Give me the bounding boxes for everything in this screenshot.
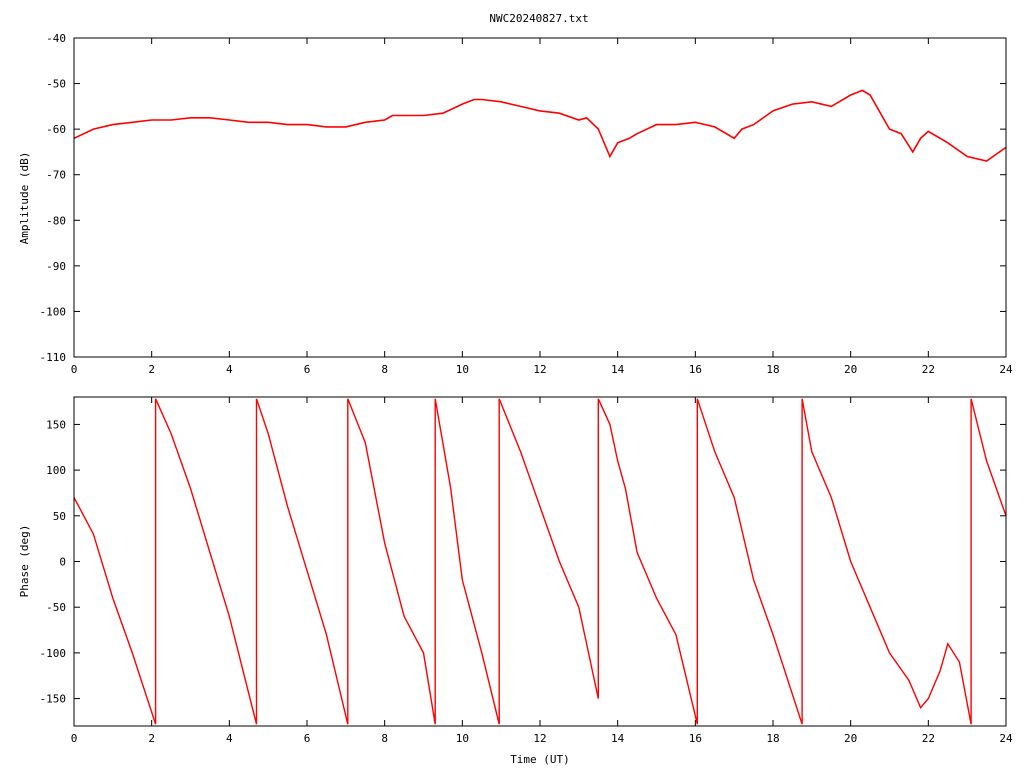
x-tick-label: 24: [999, 363, 1013, 376]
y-tick-label: -50: [46, 601, 66, 614]
y-tick-label: 50: [53, 510, 66, 523]
x-tick-label: 18: [766, 732, 779, 745]
x-tick-label: 10: [456, 363, 469, 376]
x-tick-label: 18: [766, 363, 779, 376]
x-tick-label: 20: [844, 363, 857, 376]
y-tick-label: -80: [46, 214, 66, 227]
y-tick-label: -150: [40, 693, 67, 706]
y-tick-label: 100: [46, 464, 66, 477]
x-tick-label: 4: [226, 732, 233, 745]
x-tick-label: 2: [148, 363, 155, 376]
y-tick-label: -60: [46, 123, 66, 136]
amplitude-panel: NWC20240827.txt -40 -50 -60 -70 -80 -90 -100 -1…: [18, 12, 1013, 376]
y-tick-label: 0: [59, 556, 66, 569]
phase-series-line: [73, 398, 1007, 725]
y-tick-label: 150: [46, 418, 66, 431]
x-tick-label: 2: [148, 732, 155, 745]
x-tick-label: 0: [71, 732, 78, 745]
x-tick-label: 20: [844, 732, 857, 745]
x-tick-label: 12: [533, 363, 546, 376]
y-tick-label: -100: [40, 647, 67, 660]
phase-y-axis-label: Phase (deg): [18, 525, 31, 598]
x-tick-label: 4: [226, 363, 233, 376]
x-tick-label: 14: [611, 732, 625, 745]
y-tick-label: -110: [40, 351, 67, 364]
amplitude-x-ticks: 0 2 4 6 8 10 12 14 16 18 20 22 24: [71, 38, 1013, 376]
y-tick-label: -100: [40, 305, 67, 318]
y-tick-label: -50: [46, 78, 66, 91]
x-tick-label: 14: [611, 363, 625, 376]
x-tick-label: 24: [999, 732, 1013, 745]
x-tick-label: 16: [689, 363, 702, 376]
y-tick-label: -40: [46, 32, 66, 45]
y-tick-label: -70: [46, 169, 66, 182]
phase-plot-frame: [73, 396, 1007, 727]
amplitude-series-line: [73, 89, 1007, 162]
x-tick-label: 8: [381, 363, 388, 376]
x-tick-label: 6: [304, 732, 311, 745]
x-tick-label: 6: [304, 363, 311, 376]
x-tick-label: 22: [922, 732, 935, 745]
chart-title: NWC20240827.txt: [489, 12, 588, 25]
x-tick-label: 8: [381, 732, 388, 745]
x-tick-label: 22: [922, 363, 935, 376]
phase-y-ticks: 150 100 50 0 -50 -100 -150: [40, 418, 1006, 706]
x-tick-label: 16: [689, 732, 702, 745]
amplitude-y-axis-label: Amplitude (dB): [18, 152, 31, 245]
x-tick-label: 12: [533, 732, 546, 745]
amplitude-plot-frame: [73, 37, 1007, 358]
amplitude-y-ticks: -40 -50 -60 -70 -80 -90 -100 -110: [40, 32, 1006, 364]
y-tick-label: -90: [46, 260, 66, 273]
phase-x-ticks: 0 2 4 6 8 10 12 14 16 18 20 22 24: [71, 397, 1013, 745]
phase-x-axis-label: Time (UT): [510, 753, 570, 766]
x-tick-label: 10: [456, 732, 469, 745]
x-tick-label: 0: [71, 363, 78, 376]
